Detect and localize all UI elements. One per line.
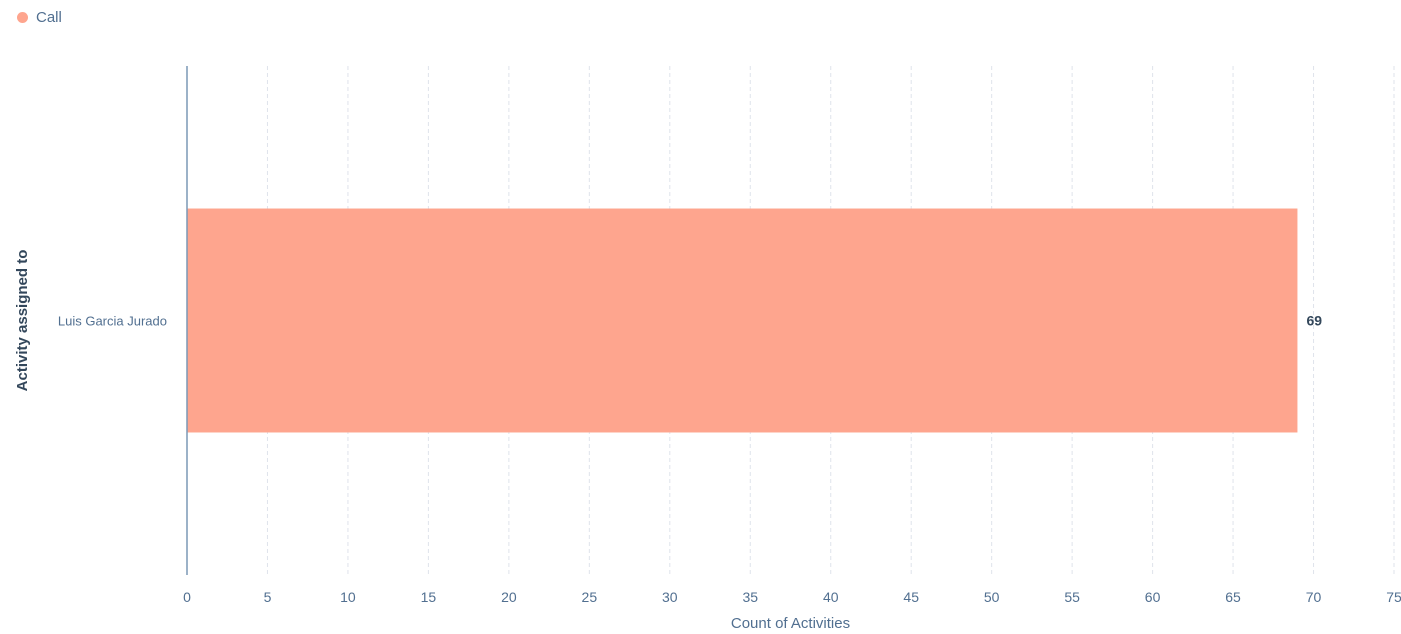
x-tick-20: 20 xyxy=(501,589,517,605)
x-tick-55: 55 xyxy=(1064,589,1080,605)
x-tick-70: 70 xyxy=(1306,589,1322,605)
data-labels: 69 xyxy=(1306,313,1322,329)
x-tick-5: 5 xyxy=(264,589,272,605)
bars xyxy=(187,208,1298,433)
x-tick-50: 50 xyxy=(984,589,1000,605)
x-tick-30: 30 xyxy=(662,589,678,605)
x-tick-15: 15 xyxy=(421,589,437,605)
category-labels: Luis Garcia Jurado xyxy=(58,314,167,329)
x-tick-25: 25 xyxy=(582,589,598,605)
x-tick-60: 60 xyxy=(1145,589,1161,605)
x-axis-title: Count of Activities xyxy=(731,615,850,632)
bar-0-0 xyxy=(187,208,1298,433)
x-tick-35: 35 xyxy=(742,589,758,605)
category-label-0: Luis Garcia Jurado xyxy=(58,314,167,329)
x-tick-10: 10 xyxy=(340,589,356,605)
x-tick-65: 65 xyxy=(1225,589,1241,605)
legend-swatch-call xyxy=(17,11,28,23)
x-tick-40: 40 xyxy=(823,589,839,605)
x-tick-75: 75 xyxy=(1386,589,1401,605)
x-tick-0: 0 xyxy=(183,589,191,605)
y-axis-title: Activity assigned to xyxy=(14,250,31,392)
legend-label-call: Call xyxy=(36,8,62,26)
x-tick-45: 45 xyxy=(903,589,919,605)
x-tick-labels: 0 5 10 15 20 25 30 35 40 45 50 55 60 65 70 75 xyxy=(183,589,1401,605)
legend: Call xyxy=(17,6,62,28)
data-label-0-0: 69 xyxy=(1306,313,1322,329)
